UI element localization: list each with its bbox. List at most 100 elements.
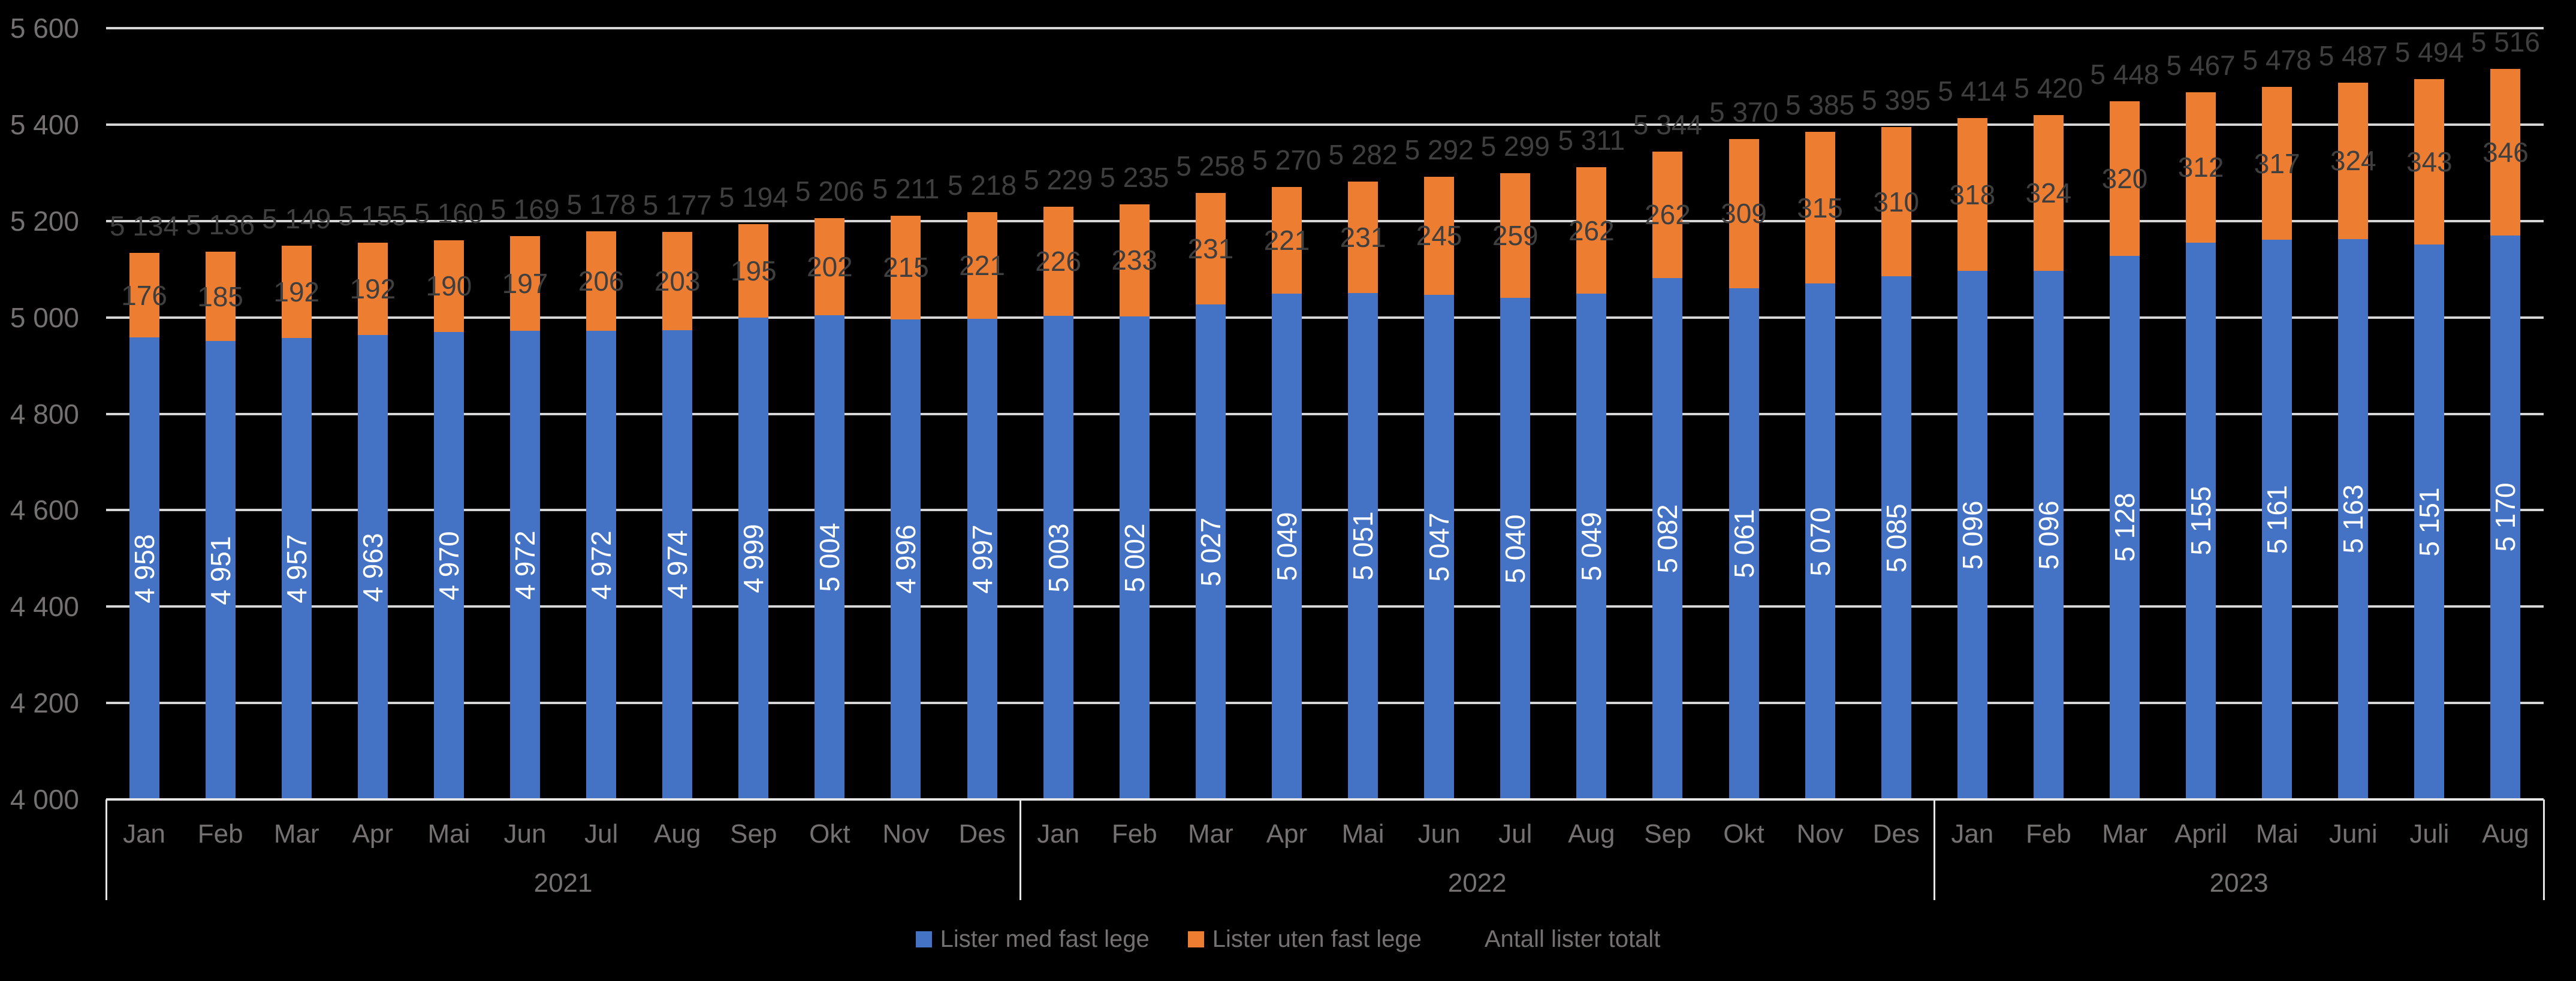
bar-segment-lister-med-fast-lege xyxy=(1424,294,1455,799)
data-label-med: 5 003 xyxy=(1042,523,1074,593)
x-axis-month-label: Feb xyxy=(197,819,243,849)
bar-segment-lister-med-fast-lege xyxy=(815,315,845,799)
legend-item-lister-med-fast-lege: Lister med fast lege xyxy=(915,926,1150,953)
data-label-total: 5 149 xyxy=(262,203,331,234)
y-axis-tick-label: 4 600 xyxy=(10,494,79,526)
y-axis-tick-label: 5 400 xyxy=(10,108,79,140)
y-gridline xyxy=(106,123,2544,126)
bar-segment-lister-med-fast-lege xyxy=(1271,294,1302,799)
data-label-total: 5 487 xyxy=(2318,40,2388,71)
data-label-uten: 259 xyxy=(1492,220,1539,252)
data-label-med: 4 970 xyxy=(433,531,464,600)
x-axis-month-label: Okt xyxy=(809,819,850,849)
bar-segment-lister-med-fast-lege xyxy=(433,331,464,799)
data-label-med: 5 161 xyxy=(2261,485,2293,554)
bar-segment-lister-med-fast-lege xyxy=(1195,304,1226,799)
legend: Lister med fast lege Lister uten fast le… xyxy=(0,926,2576,953)
x-axis-month-label: Jan xyxy=(1951,819,1994,849)
data-label-uten: 309 xyxy=(1721,198,1767,230)
data-label-total: 5 395 xyxy=(1862,84,1931,116)
data-label-med: 5 155 xyxy=(2185,486,2217,556)
bar-segment-lister-uten-fast-lege xyxy=(1119,204,1150,316)
x-axis-month-label: Jul xyxy=(1498,819,1533,849)
x-axis-month-label: Jun xyxy=(1417,819,1461,849)
data-label-total: 5 516 xyxy=(2471,26,2541,58)
data-label-total: 5 169 xyxy=(490,193,560,225)
bar-segment-lister-med-fast-lege xyxy=(967,319,997,799)
x-axis-month-label: Des xyxy=(1872,819,1920,849)
legend-item-antall-lister-totalt: Antall lister totalt xyxy=(1460,926,1660,953)
data-label-med: 4 972 xyxy=(586,530,617,600)
data-label-total: 5 270 xyxy=(1252,144,1322,176)
bar-segment-lister-med-fast-lege xyxy=(1805,283,1835,799)
data-label-total: 5 299 xyxy=(1480,131,1550,162)
legend-label: Lister uten fast lege xyxy=(1212,926,1422,952)
x-axis-month-label: Mai xyxy=(2255,819,2299,849)
data-label-uten: 346 xyxy=(2483,136,2529,168)
x-axis-year-label: 2023 xyxy=(2209,868,2269,898)
year-separator-line xyxy=(1019,799,1021,900)
bar-segment-lister-med-fast-lege xyxy=(1652,277,1683,799)
bar-segment-lister-uten-fast-lege xyxy=(586,231,617,331)
x-axis-month-label: Sep xyxy=(730,819,777,849)
x-axis-month-label: Mar xyxy=(2102,819,2147,849)
bar-segment-lister-uten-fast-lege xyxy=(1500,173,1531,298)
data-label-uten: 315 xyxy=(1797,192,1843,224)
data-label-uten: 320 xyxy=(2101,162,2148,194)
data-label-total: 5 258 xyxy=(1176,150,1245,182)
data-label-uten: 192 xyxy=(273,276,320,307)
x-axis-month-label: Jul xyxy=(584,819,619,849)
data-label-total: 5 155 xyxy=(338,200,408,231)
x-axis-month-label: Mai xyxy=(427,819,470,849)
data-label-uten: 318 xyxy=(1949,179,1996,210)
bar-segment-lister-med-fast-lege xyxy=(2262,240,2293,799)
bar-segment-lister-med-fast-lege xyxy=(2490,235,2521,799)
bar-segment-lister-med-fast-lege xyxy=(1576,294,1607,799)
data-label-uten: 185 xyxy=(197,280,244,312)
bar-segment-lister-uten-fast-lege xyxy=(1424,176,1455,295)
y-axis-tick-label: 5 000 xyxy=(10,301,79,333)
data-label-med: 5 096 xyxy=(2032,500,2064,570)
bar-segment-lister-med-fast-lege xyxy=(1348,292,1379,799)
x-axis-month-label: Feb xyxy=(2025,819,2071,849)
data-label-med: 5 082 xyxy=(1652,504,1684,573)
bar-segment-lister-uten-fast-lege xyxy=(1043,207,1073,316)
x-axis-year-label: 2022 xyxy=(1447,868,1507,898)
bar-segment-lister-uten-fast-lege xyxy=(2186,92,2216,243)
year-separator-line xyxy=(2542,799,2545,900)
data-label-uten: 317 xyxy=(2254,147,2300,179)
data-label-med: 5 047 xyxy=(1423,512,1455,582)
data-label-uten: 190 xyxy=(426,270,472,302)
bar-segment-lister-uten-fast-lege xyxy=(2262,87,2293,240)
bar-segment-lister-uten-fast-lege xyxy=(1576,167,1607,294)
data-label-total: 5 420 xyxy=(2014,72,2083,104)
x-axis-month-label: Aug xyxy=(2482,819,2529,849)
data-label-med: 5 040 xyxy=(1500,514,1531,584)
y-axis-tick-label: 4 000 xyxy=(10,784,79,815)
x-axis-month-label: Aug xyxy=(1568,819,1615,849)
y-gridline xyxy=(106,702,2544,705)
x-axis-month-label: April xyxy=(2174,819,2228,849)
x-axis-month-label: Mar xyxy=(1187,819,1233,849)
x-axis-month-label: Okt xyxy=(1723,819,1764,849)
bar-segment-lister-med-fast-lege xyxy=(1957,271,1987,799)
bar-segment-lister-uten-fast-lege xyxy=(967,212,997,319)
data-label-med: 4 957 xyxy=(280,534,312,603)
y-axis-tick-label: 4 200 xyxy=(10,687,79,719)
data-label-uten: 231 xyxy=(1340,221,1386,253)
bar-segment-lister-med-fast-lege xyxy=(1043,316,1073,799)
data-label-total: 5 467 xyxy=(2166,49,2236,81)
data-label-uten: 197 xyxy=(502,267,548,299)
data-label-uten: 203 xyxy=(654,265,701,297)
data-label-uten: 215 xyxy=(883,252,929,283)
bar-segment-lister-uten-fast-lege xyxy=(891,215,921,319)
bar-segment-lister-uten-fast-lege xyxy=(205,252,236,342)
y-axis-tick-label: 4 400 xyxy=(10,591,79,623)
data-label-uten: 206 xyxy=(578,265,625,297)
bar-segment-lister-med-fast-lege xyxy=(2338,239,2369,799)
bar-segment-lister-uten-fast-lege xyxy=(129,252,159,338)
data-label-total: 5 414 xyxy=(1938,75,2007,107)
bar-segment-lister-uten-fast-lege xyxy=(1652,151,1683,278)
bar-segment-lister-med-fast-lege xyxy=(510,331,541,799)
